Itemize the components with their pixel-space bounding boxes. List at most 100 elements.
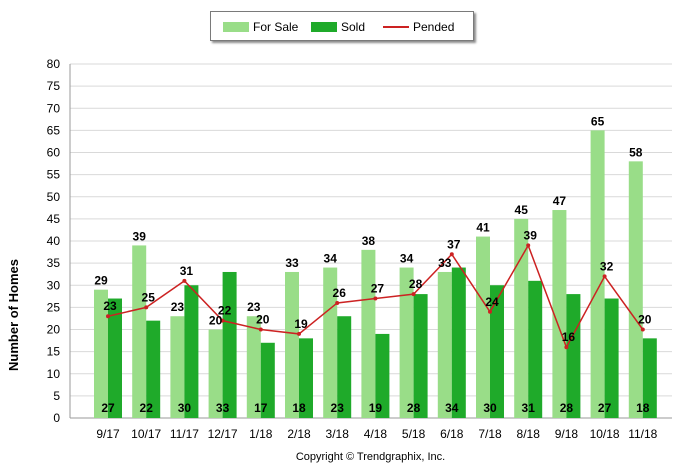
copyright-text: Copyright © Trendgraphix, Inc. bbox=[295, 451, 446, 463]
point-pended bbox=[602, 274, 607, 279]
x-tick-label: 8/18 bbox=[517, 427, 541, 441]
y-tick-label: 35 bbox=[47, 256, 61, 270]
point-pended bbox=[182, 278, 187, 283]
legend-item-pended: Pended bbox=[383, 19, 471, 35]
data-label-sold: 31 bbox=[522, 401, 536, 415]
x-tick-label: 11/18 bbox=[628, 427, 657, 441]
y-tick-label: 25 bbox=[47, 300, 61, 314]
legend-label-for-sale: For Sale bbox=[253, 20, 299, 34]
bar-for-sale bbox=[552, 210, 567, 418]
bar-sold bbox=[604, 298, 619, 418]
legend-label-sold: Sold bbox=[341, 20, 366, 34]
data-label-for-sale: 39 bbox=[133, 229, 147, 243]
x-tick-label: 10/17 bbox=[131, 427, 161, 441]
y-tick-label: 40 bbox=[47, 234, 61, 248]
bar-sold bbox=[566, 294, 581, 418]
point-pended bbox=[258, 327, 263, 332]
bar-for-sale bbox=[628, 161, 643, 418]
bar-for-sale bbox=[476, 236, 490, 418]
y-tick-label: 20 bbox=[47, 323, 61, 337]
point-pended bbox=[640, 327, 645, 332]
point-pended bbox=[411, 292, 416, 297]
point-pended bbox=[373, 296, 378, 301]
y-tick-label: 60 bbox=[47, 146, 61, 160]
y-tick-label: 80 bbox=[47, 57, 61, 71]
bar-sold bbox=[260, 342, 275, 418]
data-label-for-sale: 41 bbox=[476, 221, 490, 235]
data-label-sold: 27 bbox=[598, 401, 612, 415]
x-tick-label: 5/18 bbox=[402, 427, 426, 441]
bar-for-sale bbox=[208, 329, 223, 418]
x-tick-label: 6/18 bbox=[440, 427, 464, 441]
bar-sold bbox=[528, 280, 543, 418]
legend-swatch-for-sale bbox=[223, 22, 249, 32]
x-tick-label: 3/18 bbox=[326, 427, 350, 441]
y-tick-label: 0 bbox=[53, 411, 60, 425]
data-label-for-sale: 58 bbox=[629, 145, 643, 159]
point-pended bbox=[335, 300, 340, 305]
bar-for-sale bbox=[285, 271, 299, 418]
data-label-sold: 28 bbox=[560, 401, 574, 415]
legend-item-for-sale: For Sale bbox=[223, 19, 313, 35]
y-tick-label: 75 bbox=[47, 79, 61, 93]
legend-line-pended bbox=[383, 26, 409, 28]
x-tick-label: 1/18 bbox=[249, 427, 273, 441]
data-label-for-sale: 23 bbox=[171, 300, 185, 314]
x-tick-label: 4/18 bbox=[364, 427, 388, 441]
bar-for-sale bbox=[170, 316, 185, 418]
data-label-sold: 18 bbox=[636, 401, 650, 415]
y-tick-label: 70 bbox=[47, 101, 61, 115]
bar-sold bbox=[490, 285, 504, 418]
x-tick-label: 9/17 bbox=[96, 427, 120, 441]
data-label-pended: 26 bbox=[333, 286, 347, 300]
x-tick-label: 2/18 bbox=[287, 427, 311, 441]
bar-sold bbox=[146, 320, 161, 418]
legend-swatch-sold bbox=[311, 22, 337, 32]
bar-for-sale bbox=[514, 218, 529, 418]
legend-item-sold: Sold bbox=[311, 19, 381, 35]
legend-label-pended: Pended bbox=[413, 20, 455, 34]
bar-sold bbox=[451, 267, 466, 418]
bar-for-sale bbox=[437, 271, 452, 418]
point-pended bbox=[106, 314, 110, 319]
bar-sold bbox=[184, 285, 199, 418]
data-label-for-sale: 34 bbox=[324, 252, 338, 266]
data-label-sold: 30 bbox=[483, 401, 497, 415]
y-tick-label: 15 bbox=[47, 345, 61, 359]
x-tick-label: 10/18 bbox=[590, 427, 620, 441]
data-label-for-sale: 20 bbox=[209, 314, 223, 328]
data-label-for-sale: 23 bbox=[247, 300, 261, 314]
bar-for-sale bbox=[132, 245, 147, 418]
data-label-sold: 28 bbox=[407, 401, 421, 415]
point-pended bbox=[488, 309, 492, 314]
data-label-for-sale: 33 bbox=[285, 256, 299, 270]
bar-sold bbox=[222, 271, 237, 418]
data-label-pended: 19 bbox=[294, 317, 308, 331]
y-tick-label: 50 bbox=[47, 190, 61, 204]
data-label-pended: 31 bbox=[180, 264, 194, 278]
y-tick-label: 30 bbox=[47, 278, 61, 292]
data-label-sold: 27 bbox=[101, 401, 115, 415]
data-label-pended: 20 bbox=[638, 313, 652, 327]
bar-for-sale bbox=[399, 267, 414, 418]
point-pended bbox=[564, 345, 569, 350]
y-tick-label: 65 bbox=[47, 123, 61, 137]
data-label-pended: 28 bbox=[409, 277, 423, 291]
data-label-pended: 24 bbox=[485, 295, 499, 309]
data-label-sold: 34 bbox=[445, 401, 459, 415]
point-pended bbox=[449, 252, 454, 257]
x-tick-label: 7/18 bbox=[478, 427, 502, 441]
data-label-pended: 23 bbox=[103, 299, 117, 313]
data-label-pended: 20 bbox=[256, 313, 270, 327]
data-label-pended: 39 bbox=[524, 228, 538, 242]
point-pended bbox=[526, 243, 531, 248]
data-label-sold: 33 bbox=[216, 401, 230, 415]
data-label-for-sale: 65 bbox=[591, 114, 605, 128]
data-label-for-sale: 45 bbox=[515, 203, 529, 217]
data-label-sold: 23 bbox=[331, 401, 345, 415]
x-tick-label: 12/17 bbox=[208, 427, 238, 441]
data-label-for-sale: 33 bbox=[438, 256, 452, 270]
bar-for-sale bbox=[94, 289, 108, 418]
x-tick-label: 9/18 bbox=[555, 427, 579, 441]
